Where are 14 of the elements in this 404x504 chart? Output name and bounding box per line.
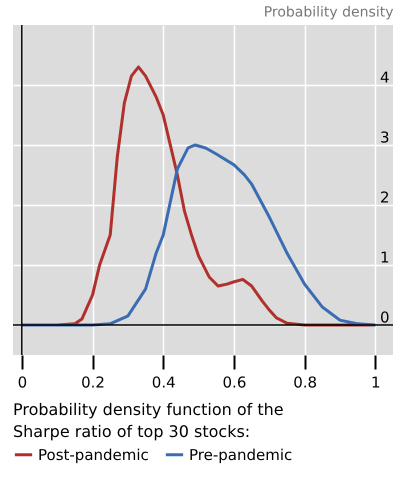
x-tick-label: 0 bbox=[18, 374, 28, 392]
x-tick-label: 0.4 bbox=[152, 374, 176, 392]
y-tick-label: 2 bbox=[380, 188, 390, 206]
text: Probability density function of the Sharpe ratio of top 30 stocks: bbox=[13, 400, 284, 441]
y-axis-title: Probability density bbox=[264, 4, 394, 20]
x-tick-label: 0.8 bbox=[293, 374, 318, 392]
x-tick-label: 0.2 bbox=[81, 374, 105, 392]
y-tick-label: 1 bbox=[380, 248, 390, 266]
y-tick-label: 0 bbox=[380, 308, 390, 326]
legend-label: Pre-pandemic bbox=[189, 446, 292, 464]
y-tick-label: 3 bbox=[380, 128, 390, 146]
legend-label: Post-pandemic bbox=[38, 446, 149, 464]
x-tick-label: 0.6 bbox=[222, 374, 246, 392]
y-tick-label: 4 bbox=[380, 68, 390, 86]
